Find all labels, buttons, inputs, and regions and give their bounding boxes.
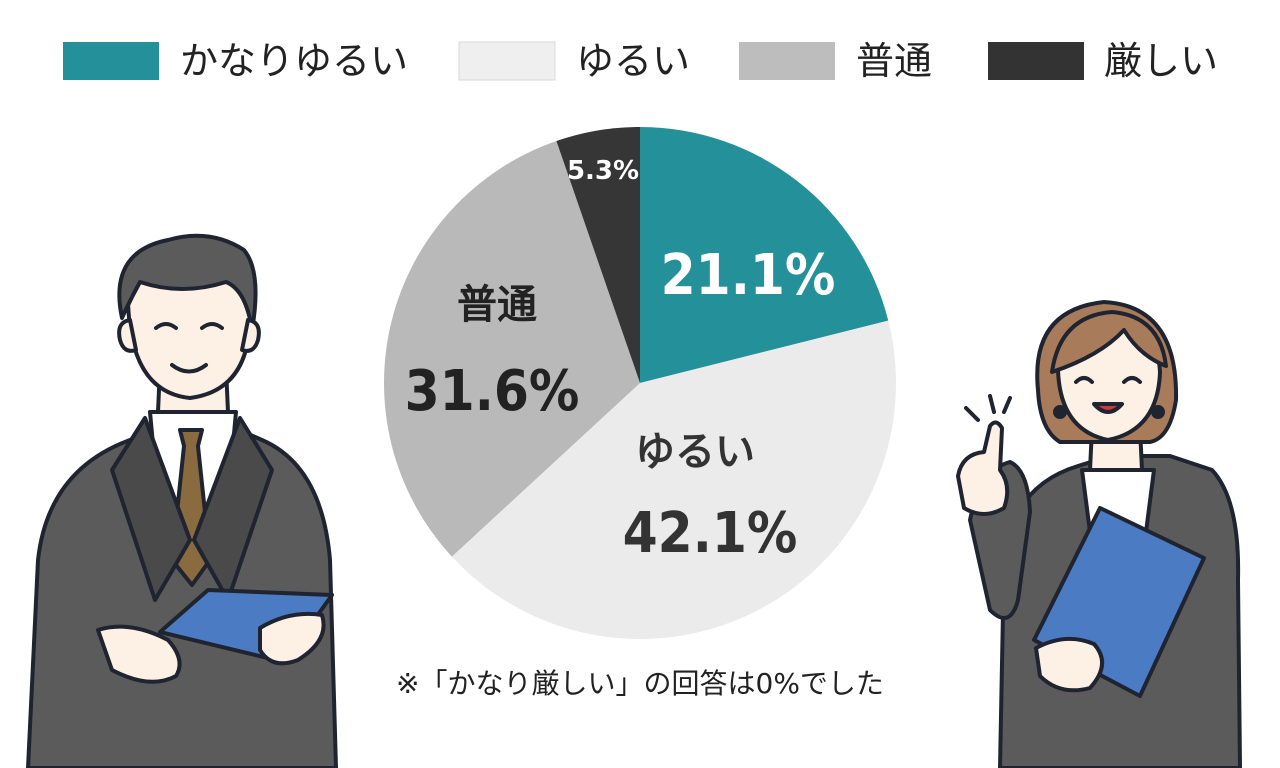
legend-label-2: 普通 — [856, 39, 932, 83]
legend-swatch-0 — [63, 42, 159, 80]
pie-slice-0 — [640, 127, 889, 383]
businesswoman-with-folder-icon — [956, 300, 1242, 768]
pie — [384, 127, 896, 640]
pie-slice-3 — [556, 127, 640, 383]
pie-slice-2 — [384, 141, 640, 557]
legend-label-3: 厳しい — [1104, 39, 1218, 83]
legend: かなりゆるい ゆるい 普通 厳しい — [63, 39, 1218, 83]
footnote: ※「かなり厳しい」の回答は0%でした — [396, 667, 884, 700]
slice-value-label-2: 31.6% — [405, 359, 580, 424]
pie-slice-1 — [451, 320, 896, 640]
slice-value-label-0: 21.1% — [661, 243, 836, 308]
pie-labels: 21.1% ゆるい 42.1% 普通 31.6% 5.3% — [405, 156, 836, 566]
businessman-with-tablet-icon — [26, 233, 338, 768]
slice-name-label-2: 普通 — [457, 282, 537, 328]
legend-label-0: かなりゆるい — [180, 39, 408, 83]
slice-value-label-1: 42.1% — [623, 501, 798, 566]
slice-name-label-1: ゆるい — [635, 429, 755, 475]
slice-value-label-3: 5.3% — [567, 156, 639, 186]
legend-label-1: ゆるい — [576, 39, 690, 83]
legend-swatch-3 — [988, 42, 1084, 80]
legend-swatch-1 — [458, 41, 556, 81]
legend-swatch-2 — [739, 42, 835, 80]
